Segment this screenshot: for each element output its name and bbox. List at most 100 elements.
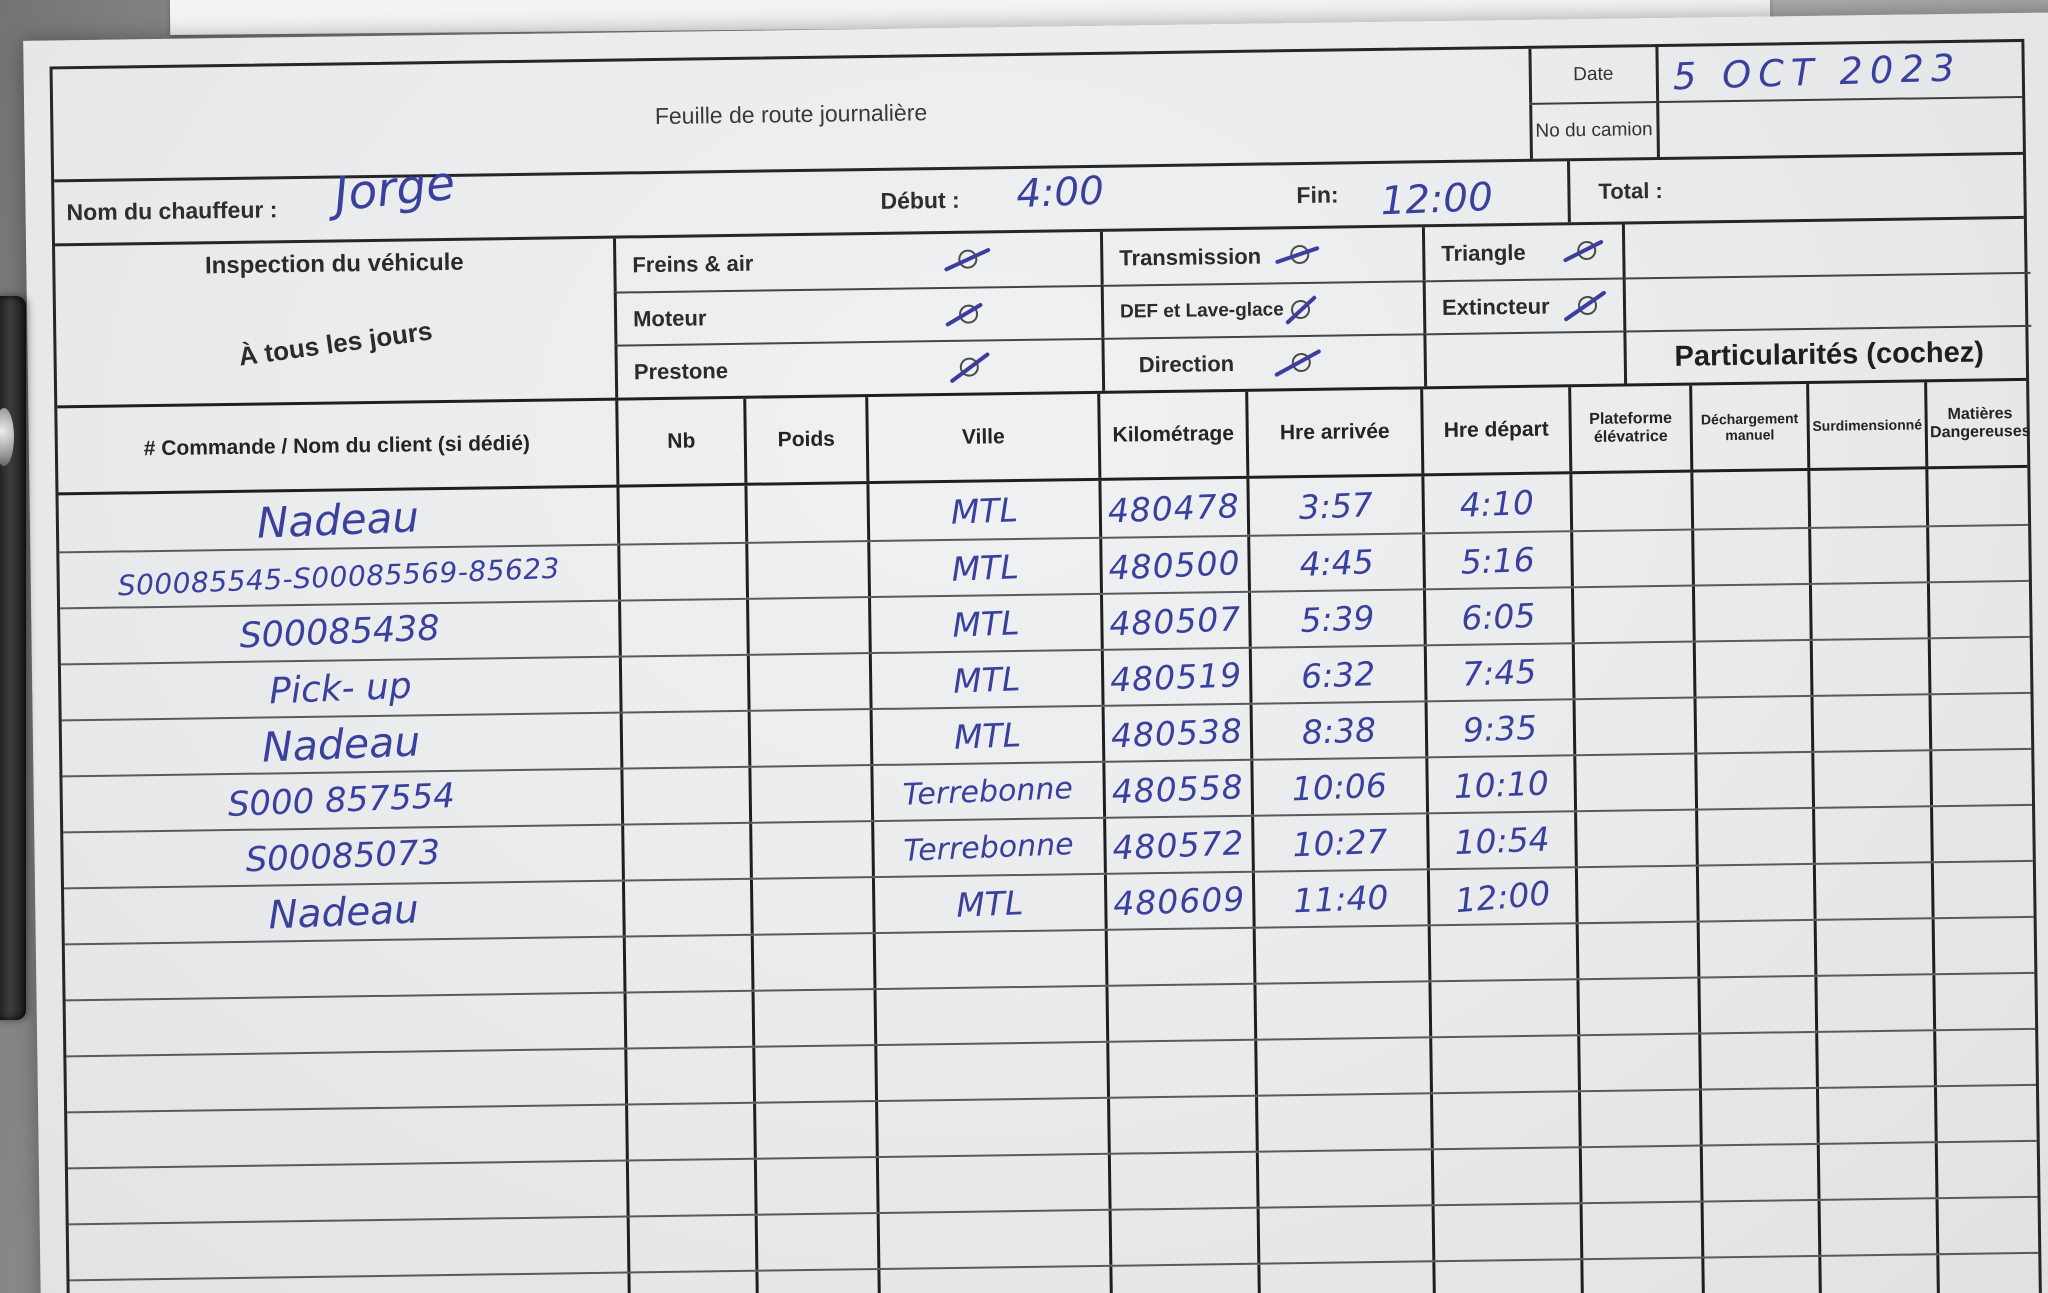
cell-commande: S000 857554 [62, 770, 621, 832]
inspection-item-label: Moteur [632, 304, 707, 331]
inspection-section: Inspection du véhicule À tous les jours … [54, 215, 2033, 406]
cell-poids [750, 934, 874, 990]
cell-nb [625, 1159, 755, 1216]
ville-handwritten: MTL [950, 489, 1019, 532]
header-surdimensionne: Surdimensionné [1806, 382, 1926, 468]
cell-kilometrage [1106, 1040, 1256, 1097]
cell-plateforme [1570, 530, 1692, 587]
cell-nb [623, 991, 753, 1048]
commande-handwritten: Nadeau [255, 491, 420, 548]
cell-commande: Nadeau [59, 488, 618, 552]
cell-hre-arrivee [1252, 926, 1429, 983]
cell-hre-arrivee: 4:45 [1247, 534, 1423, 591]
inspection-subtitle: À tous les jours [236, 315, 435, 372]
cell-surdimensionne [1812, 863, 1932, 919]
cell-matieres [1926, 581, 2036, 638]
inspection-item-label: Extincteur [1441, 293, 1550, 320]
inspection-item-label: Triangle [1441, 239, 1526, 266]
cell-dechargement [1695, 808, 1813, 865]
hre-arrivee-handwritten: 4:45 [1298, 541, 1375, 584]
cell-surdimensionne [1815, 1087, 1935, 1143]
cell-matieres [1933, 1085, 2043, 1142]
inspection-item-label: Freins & air [632, 250, 754, 277]
cell-hre-depart [1432, 1260, 1582, 1293]
cell-commande [68, 1162, 627, 1224]
cell-surdimensionne [1814, 975, 1934, 1031]
circle-slash-check-mark-icon [949, 351, 991, 384]
cell-dechargement [1692, 640, 1811, 697]
cell-plateforme [1574, 810, 1696, 867]
circle-slash-check-mark-icon [1562, 239, 1604, 263]
cell-kilometrage [1107, 1096, 1256, 1153]
cell-hre-depart: 5:16 [1422, 532, 1571, 589]
cell-plateforme [1575, 922, 1698, 979]
cell-dechargement [1697, 976, 1816, 1033]
inspection-notes-cell-1 [1621, 218, 2031, 278]
cell-nb [624, 1047, 754, 1104]
cell-kilometrage [1109, 1264, 1259, 1293]
clipboard-clip [0, 296, 26, 1020]
cell-nb [621, 823, 750, 880]
cell-poids [753, 1102, 876, 1158]
cell-nb [627, 1271, 757, 1293]
cell-surdimensionne [1812, 807, 1931, 863]
cell-poids [746, 598, 869, 654]
cell-hre-arrivee: 3:57 [1246, 476, 1423, 535]
cell-commande [65, 938, 624, 1000]
cell-hre-depart: 6:05 [1422, 588, 1572, 645]
header-hre-arrivee: Hre arrivée [1245, 389, 1422, 476]
cell-hre-arrivee: 6:32 [1248, 646, 1425, 703]
circle-slash-check-mark-icon [1274, 243, 1320, 267]
cell-hre-depart: 10:54 [1426, 812, 1575, 869]
cell-poids [747, 710, 871, 766]
cell-nb [619, 711, 749, 768]
cell-hre-depart: 12:00 [1426, 868, 1576, 925]
hre-depart-handwritten: 6:05 [1461, 595, 1537, 638]
date-truck-box: Date 5 OCT 2023 No du camion [1527, 42, 2023, 159]
hre-depart-handwritten: 7:45 [1461, 651, 1538, 694]
cell-kilometrage: 480572 [1103, 816, 1252, 873]
cell-poids [745, 542, 869, 598]
cell-hre-depart [1427, 924, 1577, 981]
cell-plateforme [1579, 1202, 1702, 1259]
daily-route-form: Feuille de route journalière Date 5 OCT … [49, 38, 2046, 1293]
cell-matieres [1927, 637, 2037, 694]
commande-handwritten: Pick- up [268, 665, 413, 712]
ville-handwritten: MTL [953, 714, 1022, 757]
cell-surdimensionne [1809, 639, 1929, 695]
cell-poids [748, 766, 872, 822]
inspection-item-def-lave-glace: DEF et Lave-glace [1100, 280, 1424, 338]
cell-kilometrage: 480478 [1098, 478, 1248, 537]
truck-number-label: No du camion [1528, 103, 1660, 159]
end-time-label: Fin: [1296, 181, 1339, 209]
form-title: Feuille de route journalière [654, 98, 928, 129]
cell-kilometrage: 480500 [1099, 536, 1248, 593]
cell-poids [755, 1270, 879, 1293]
cell-ville [876, 1210, 1110, 1269]
cell-matieres [1926, 525, 2035, 582]
truck-number-value-cell [1659, 98, 2023, 157]
cell-ville [875, 1154, 1109, 1213]
cell-dechargement [1700, 1200, 1819, 1257]
cell-dechargement [1690, 470, 1809, 529]
inspection-item-label: Transmission [1119, 243, 1262, 271]
cell-poids [753, 1158, 877, 1214]
cell-poids [749, 878, 873, 934]
cell-nb [618, 599, 747, 656]
date-row: Date 5 OCT 2023 [1527, 42, 2022, 103]
cell-matieres [1932, 973, 2042, 1030]
cell-commande: S00085545-S00085569-85623 [59, 546, 618, 608]
inspection-info-cell: Inspection du véhicule À tous les jours [55, 239, 615, 406]
cell-hre-arrivee [1253, 982, 1430, 1039]
cell-ville: MTL [866, 480, 1100, 541]
inspection-notes-cell-2 [1622, 271, 2032, 331]
cell-surdimensionne [1818, 1255, 1938, 1293]
cell-nb [620, 767, 750, 824]
commande-handwritten: S00085073 [244, 832, 441, 881]
ville-handwritten: MTL [955, 882, 1025, 925]
ville-handwritten: MTL [951, 602, 1021, 645]
clipboard-clip-lever [0, 408, 14, 466]
cell-dechargement [1694, 752, 1813, 809]
cell-kilometrage [1104, 928, 1254, 985]
cell-surdimensionne [1816, 1143, 1936, 1199]
